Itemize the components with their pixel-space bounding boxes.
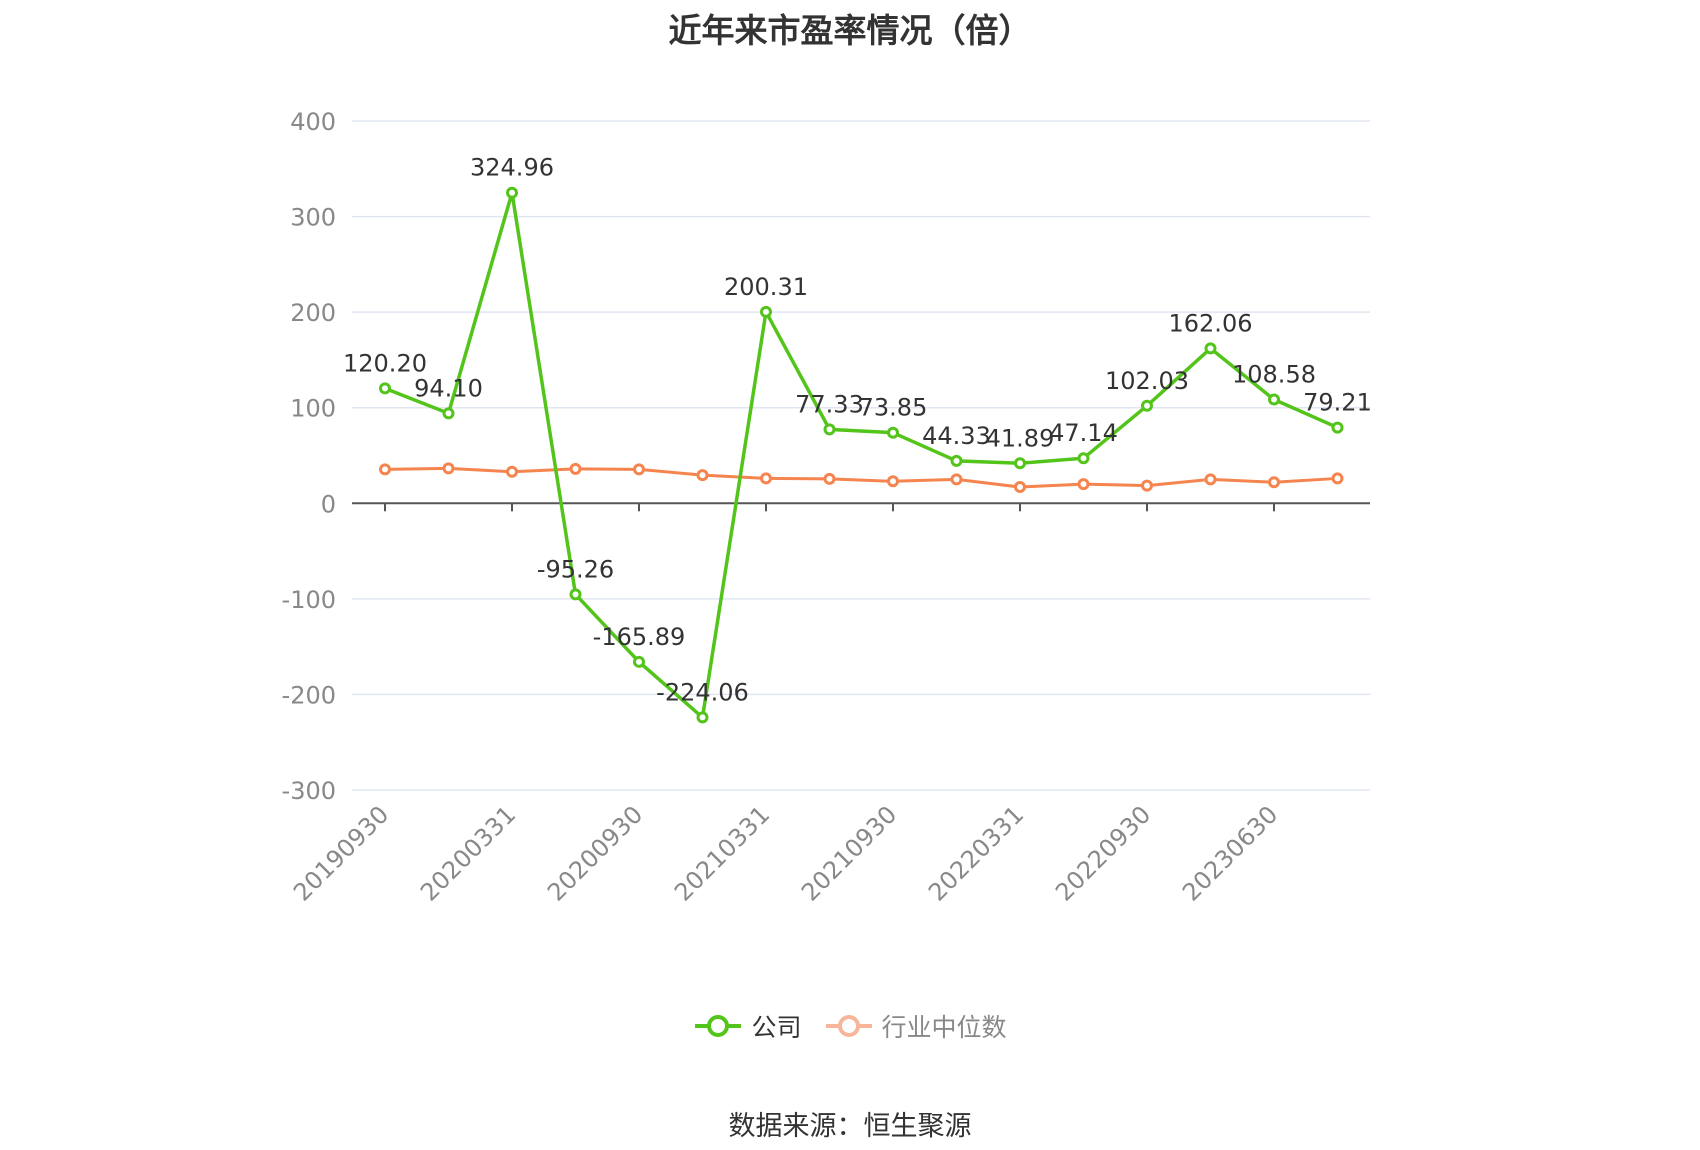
data-point-industry-median [379,463,391,476]
data-point-industry-median [696,469,709,482]
data-label-company: 73.85 [859,394,928,422]
data-point-company [760,305,772,318]
x-tick-label: 20220930 [1050,800,1156,906]
data-point-company [823,423,836,436]
data-point-company [696,711,709,724]
data-point-industry-median [1268,476,1280,489]
data-point-company [1141,399,1153,412]
data-label-company: -224.06 [656,678,749,706]
y-tick-label: 400 [290,108,336,136]
data-point-industry-median [887,475,899,488]
data-point-industry-median [1331,472,1344,485]
data-label-company: 102.03 [1105,367,1189,395]
data-label-company: 94.10 [414,374,483,402]
x-tick-label: 20220331 [923,800,1029,906]
data-point-company [950,454,963,467]
data-label-company: -95.26 [537,555,614,583]
y-tick-label: 100 [290,395,336,423]
data-point-industry-median [569,462,582,475]
data-point-company [379,382,391,395]
data-point-industry-median [1141,479,1153,492]
data-label-company: 200.31 [724,273,808,301]
data-label-company: 77.33 [795,390,864,418]
data-label-company: 47.14 [1049,419,1118,447]
data-label-company: 44.33 [922,422,991,450]
data-point-company [887,426,899,439]
legend-label-company: 公司 [751,1013,802,1042]
data-point-industry-median [1014,481,1026,494]
y-tick-label: -300 [282,777,336,805]
data-point-industry-median [1204,473,1217,486]
data-label-company: 79.21 [1303,389,1372,417]
x-tick-label: 20210930 [796,800,902,906]
legend: 公司 行业中位数 [0,1008,1700,1044]
data-label-company: 41.89 [986,424,1055,452]
data-point-industry-median [442,462,455,475]
data-point-industry-median [950,473,963,486]
data-point-company [1014,457,1026,470]
legend-label-industry-median: 行业中位数 [881,1013,1007,1042]
data-point-industry-median [633,463,645,476]
y-tick-label: -200 [282,681,336,709]
y-tick-label: 300 [290,204,336,232]
series-line-company [384,192,1339,721]
x-tick-label: 20190930 [288,800,394,906]
data-label-company: 324.96 [470,154,554,182]
chart-title: 近年来市盈率情况（倍） [668,11,1032,50]
series [379,186,1344,724]
data-point-industry-median [823,472,836,485]
legend-industry-swatch-icon [825,1015,872,1037]
data-point-company [442,407,455,420]
data-point-company [633,655,645,668]
data-point-company [1204,342,1217,355]
data-label-company: 108.58 [1232,361,1316,389]
data-point-company [1268,393,1280,406]
y-tick-label: 200 [290,299,336,327]
data-point-company [1077,452,1090,465]
data-point-company [569,588,582,601]
x-tick-label: 20200331 [415,800,521,906]
legend-item-industry-median[interactable]: 行业中位数 [824,1008,1007,1044]
legend-company-swatch-icon [695,1015,742,1037]
y-tick-label: -100 [282,586,336,614]
x-tick-label: 20210331 [669,800,775,906]
data-source-note: 数据来源：恒生聚源 [728,1111,972,1142]
data-point-company [1331,421,1344,434]
legend-item-company[interactable]: 公司 [693,1008,802,1044]
data-label-company: 162.06 [1169,309,1253,337]
series-line-industry-median [384,466,1338,489]
grid-lines [352,120,1370,791]
x-tick-label: 20200930 [542,800,648,906]
data-label-company: -165.89 [593,623,686,651]
x-tick-label: 20230630 [1177,800,1283,906]
y-tick-label: 0 [321,490,336,518]
data-label-company: 120.20 [343,349,427,377]
data-point-industry-median [1077,478,1090,491]
data-point-industry-median [506,465,518,478]
data-point-industry-median [760,472,772,485]
data-point-company [506,186,518,199]
